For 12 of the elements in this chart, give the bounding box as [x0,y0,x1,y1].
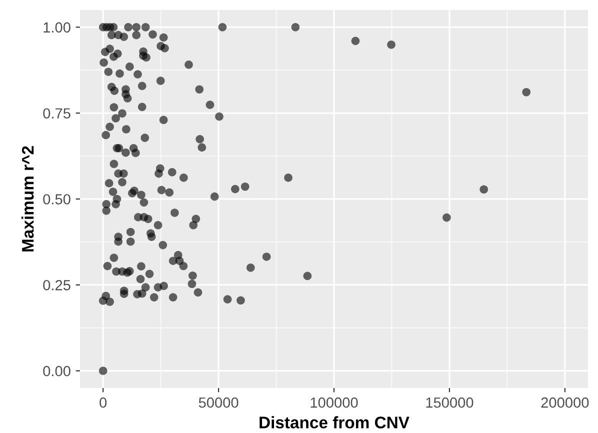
y-axis-title: Maximum r^2 [22,146,34,252]
y-tick-label: 0.75 [43,108,70,119]
x-axis-title: Distance from CNV [260,416,410,428]
x-tick-label: 100000 [310,397,358,408]
y-tick-label: 0.25 [43,280,70,290]
x-tick-label: 50000 [198,397,238,408]
x-tick-label: 0 [100,397,107,408]
x-tick-label: 150000 [426,397,474,408]
y-tick-label: 1.00 [44,22,70,33]
y-tick-label: 0.00 [43,366,70,376]
x-tick-label: 200000 [541,397,589,408]
y-tick-label: 0.50 [43,194,70,204]
